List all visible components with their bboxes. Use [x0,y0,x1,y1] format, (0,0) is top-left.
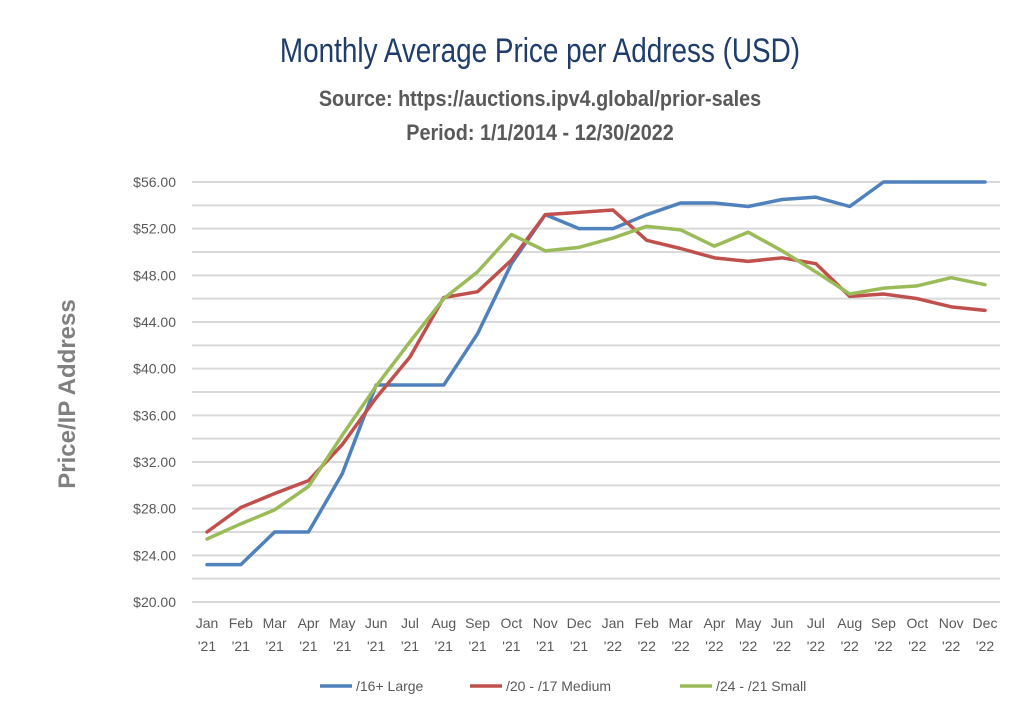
x-tick-label: Nov [939,615,964,631]
y-tick-label: $40.00 [133,361,176,377]
x-tick-label: Aug [431,615,456,631]
x-tick-label: Dec [973,615,998,631]
legend-label: /20 - /17 Medium [506,678,611,694]
x-tick-label: Jul [807,615,825,631]
x-tick-label: Apr [298,615,320,631]
series-line-0 [205,180,987,567]
chart-title: Monthly Average Price per Address (USD) [279,32,801,70]
x-tick-label: '22 [671,638,689,654]
legend-label: /24 - /21 Small [716,678,806,694]
y-tick-label: $48.00 [133,267,176,283]
x-tick-label: Nov [533,615,558,631]
x-tick-label: '22 [638,638,656,654]
x-tick-label: Feb [229,615,253,631]
x-tick-label: '21 [435,638,453,654]
y-tick-label: $28.00 [133,501,176,517]
y-tick-label: $44.00 [133,314,176,330]
x-tick-label: '21 [536,638,554,654]
x-tick-label: '21 [570,638,588,654]
x-tick-label: Jan [196,615,219,631]
x-tick-label: Jun [365,615,388,631]
x-tick-label: Aug [837,615,862,631]
x-tick-label: May [735,615,761,631]
x-tick-label: '21 [401,638,419,654]
x-tick-label: Mar [263,615,287,631]
series-line-1 [205,208,987,534]
y-tick-label: $56.00 [133,174,176,190]
y-tick-label: $20.00 [133,594,176,610]
y-tick-label: $52.00 [133,221,176,237]
x-tick-label: '22 [976,638,994,654]
x-tick-label: Oct [906,615,928,631]
x-tick-label: Apr [703,615,725,631]
x-tick-label: '22 [807,638,825,654]
x-tick-label: '21 [266,638,284,654]
x-tick-label: '22 [773,638,791,654]
x-tick-label: '22 [841,638,859,654]
x-tick-label: Dec [567,615,592,631]
x-tick-label: Jul [401,615,419,631]
x-tick-label: '21 [468,638,486,654]
x-tick-label: '21 [502,638,520,654]
x-tick-label: Mar [669,615,693,631]
chart-subtitle-source: Source: https://auctions.ipv4.global/pri… [318,86,762,111]
x-tick-label: May [329,615,355,631]
y-tick-label: $24.00 [133,547,176,563]
legend-label: /16+ Large [356,678,424,694]
x-tick-label: Oct [501,615,523,631]
x-tick-label: '22 [739,638,757,654]
x-tick-label: '22 [942,638,960,654]
x-tick-label: Jun [771,615,794,631]
x-tick-label: Jan [602,615,625,631]
x-tick-label: '21 [198,638,216,654]
x-tick-label: '22 [604,638,622,654]
x-tick-label: Sep [465,615,490,631]
y-tick-label: $32.00 [133,454,176,470]
x-tick-label: '21 [232,638,250,654]
chart-subtitle-period: Period: 1/1/2014 - 12/30/2022 [406,120,674,145]
x-tick-label: '22 [705,638,723,654]
x-tick-label: Feb [635,615,659,631]
y-tick-label: $36.00 [133,407,176,423]
series-line-2 [205,224,987,541]
x-tick-label: '21 [333,638,351,654]
x-tick-label: Sep [871,615,896,631]
x-tick-label: '22 [874,638,892,654]
x-tick-label: '21 [367,638,385,654]
x-tick-label: '21 [299,638,317,654]
x-tick-label: '22 [908,638,926,654]
